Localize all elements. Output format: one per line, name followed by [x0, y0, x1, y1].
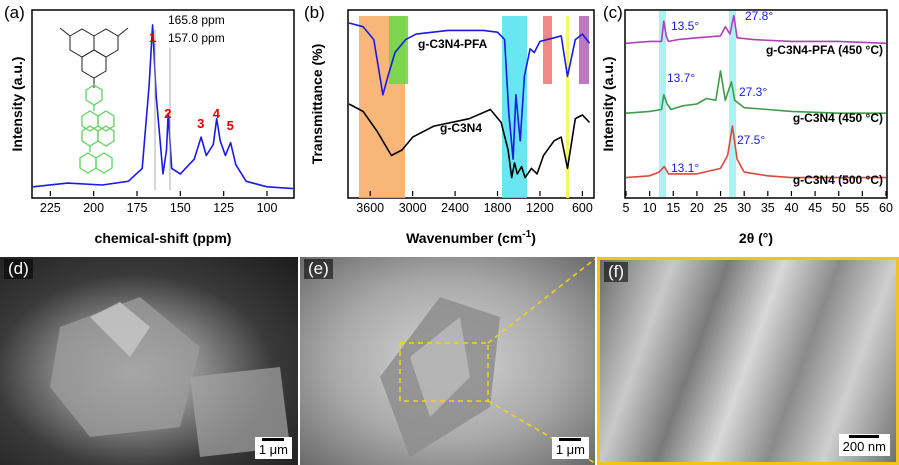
x-ticks: 5 10 15 20 25 30 35 40 45 50 55 60 — [623, 191, 893, 215]
sem-image-f: (f) 200 nm — [597, 257, 899, 465]
ftir-chart: (b) Transmittance (%) Wavenumber (cm-1) … — [304, 3, 595, 246]
peak-label: 1 — [149, 30, 156, 45]
molecule-structure-icon — [59, 27, 129, 174]
crystal-texture-icon — [380, 258, 595, 464]
nmr-series — [32, 24, 294, 190]
annotation-157: 157.0 ppm — [168, 31, 225, 45]
x-tick-label: 600 — [572, 201, 593, 215]
plot-frame — [31, 9, 295, 199]
x-axis-title: 2θ (°) — [739, 230, 773, 246]
x-tick-label: 1800 — [484, 201, 512, 215]
panel-label-e: (e) — [304, 259, 333, 279]
peak-labels: 1 2 345 — [149, 30, 234, 133]
x-tick-label: 40 — [785, 201, 799, 215]
panel-label-f: (f) — [604, 262, 629, 282]
series-label-500: g-C3N4 (500 °C) — [793, 173, 883, 187]
series-line-0 — [348, 22, 591, 160]
x-ticks: 225 200 175 150 125 100 — [40, 191, 278, 215]
plot-frame — [624, 9, 888, 199]
crystal-texture-icon — [50, 297, 290, 457]
series-label-450: g-C3N4 (450 °C) — [793, 111, 883, 125]
x-axis-title: Wavenumber (cm-1) — [406, 229, 536, 246]
annotation-27-5: 27.5° — [737, 133, 765, 147]
x-tick-label: 100 — [257, 201, 278, 215]
annotation-13-7: 13.7° — [667, 71, 695, 85]
series-line-0 — [32, 24, 294, 190]
x-tick-label: 5 — [623, 201, 630, 215]
panel-label-c: (c) — [603, 3, 623, 22]
x-tick-label: 3600 — [356, 201, 384, 215]
peak-label: 2 — [164, 106, 171, 121]
scale-bar-d: 1 μm — [254, 437, 292, 459]
series-line-2 — [625, 125, 886, 179]
x-tick-label: 25 — [714, 201, 728, 215]
x-tick-label: 60 — [879, 201, 893, 215]
x-tick-label: 200 — [83, 201, 104, 215]
series-line-1 — [348, 103, 591, 179]
x-tick-label: 175 — [127, 201, 148, 215]
y-axis-title: Intensity (a.u.) — [9, 57, 25, 152]
scale-bar-e: 1 μm — [551, 437, 589, 459]
series-label-pfa: g-C3N4-PFA (450 °C) — [766, 43, 883, 57]
peak-label: 3 — [197, 116, 204, 131]
x-ticks: 3600 3000 2400 1800 1200 600 — [356, 191, 593, 215]
x-tick-label: 15 — [666, 201, 680, 215]
nmr-chart: (a) Intensity (a.u.) chemical-shift (ppm… — [4, 3, 295, 246]
x-tick-label: 35 — [761, 201, 775, 215]
panel-label-d: (d) — [4, 259, 33, 279]
peak-label: 4 — [213, 106, 221, 121]
x-tick-label: 125 — [213, 201, 234, 215]
series-line-1 — [625, 70, 886, 114]
y-axis-title: Transmittance (%) — [309, 44, 325, 165]
x-tick-label: 50 — [832, 201, 846, 215]
panel-label-b: (b) — [304, 3, 325, 22]
x-tick-label: 10 — [643, 201, 657, 215]
x-tick-label: 30 — [737, 201, 751, 215]
annotation-27-8: 27.8° — [745, 9, 773, 23]
highlight-band-27 — [729, 11, 736, 197]
annotation-13-1: 13.1° — [671, 161, 699, 175]
plot-frame — [347, 9, 595, 199]
annotation-13-5: 13.5° — [671, 19, 699, 33]
xrd-chart: (c) Intensity (a.u.) 2θ (°) 5 10 15 20 25 30 3… — [600, 3, 893, 246]
scale-bar-f: 200 nm — [838, 434, 890, 456]
sem-image-e: (e) 1 μm — [300, 257, 595, 465]
x-axis-title: chemical-shift (ppm) — [95, 230, 232, 246]
x-tick-label: 45 — [808, 201, 822, 215]
annotation-165: 165.8 ppm — [168, 13, 225, 27]
series-label-pfa: g-C3N4-PFA — [418, 37, 488, 51]
y-axis-title: Intensity (a.u.) — [600, 57, 616, 152]
series-line-0 — [625, 14, 887, 45]
ftir-series — [348, 22, 591, 179]
x-tick-label: 1200 — [526, 201, 554, 215]
x-tick-label: 20 — [690, 201, 704, 215]
peak-label: 5 — [227, 118, 234, 133]
xrd-series — [625, 14, 887, 179]
x-tick-label: 2400 — [441, 201, 469, 215]
panel-label-a: (a) — [4, 3, 25, 22]
x-tick-label: 55 — [855, 201, 869, 215]
annotation-27-3: 27.3° — [739, 85, 767, 99]
x-tick-label: 150 — [170, 201, 191, 215]
series-label-gcn: g-C3N4 — [440, 121, 482, 135]
sem-image-d: (d) 1 μm — [0, 257, 298, 465]
x-tick-label: 225 — [40, 201, 61, 215]
x-tick-label: 3000 — [399, 201, 427, 215]
